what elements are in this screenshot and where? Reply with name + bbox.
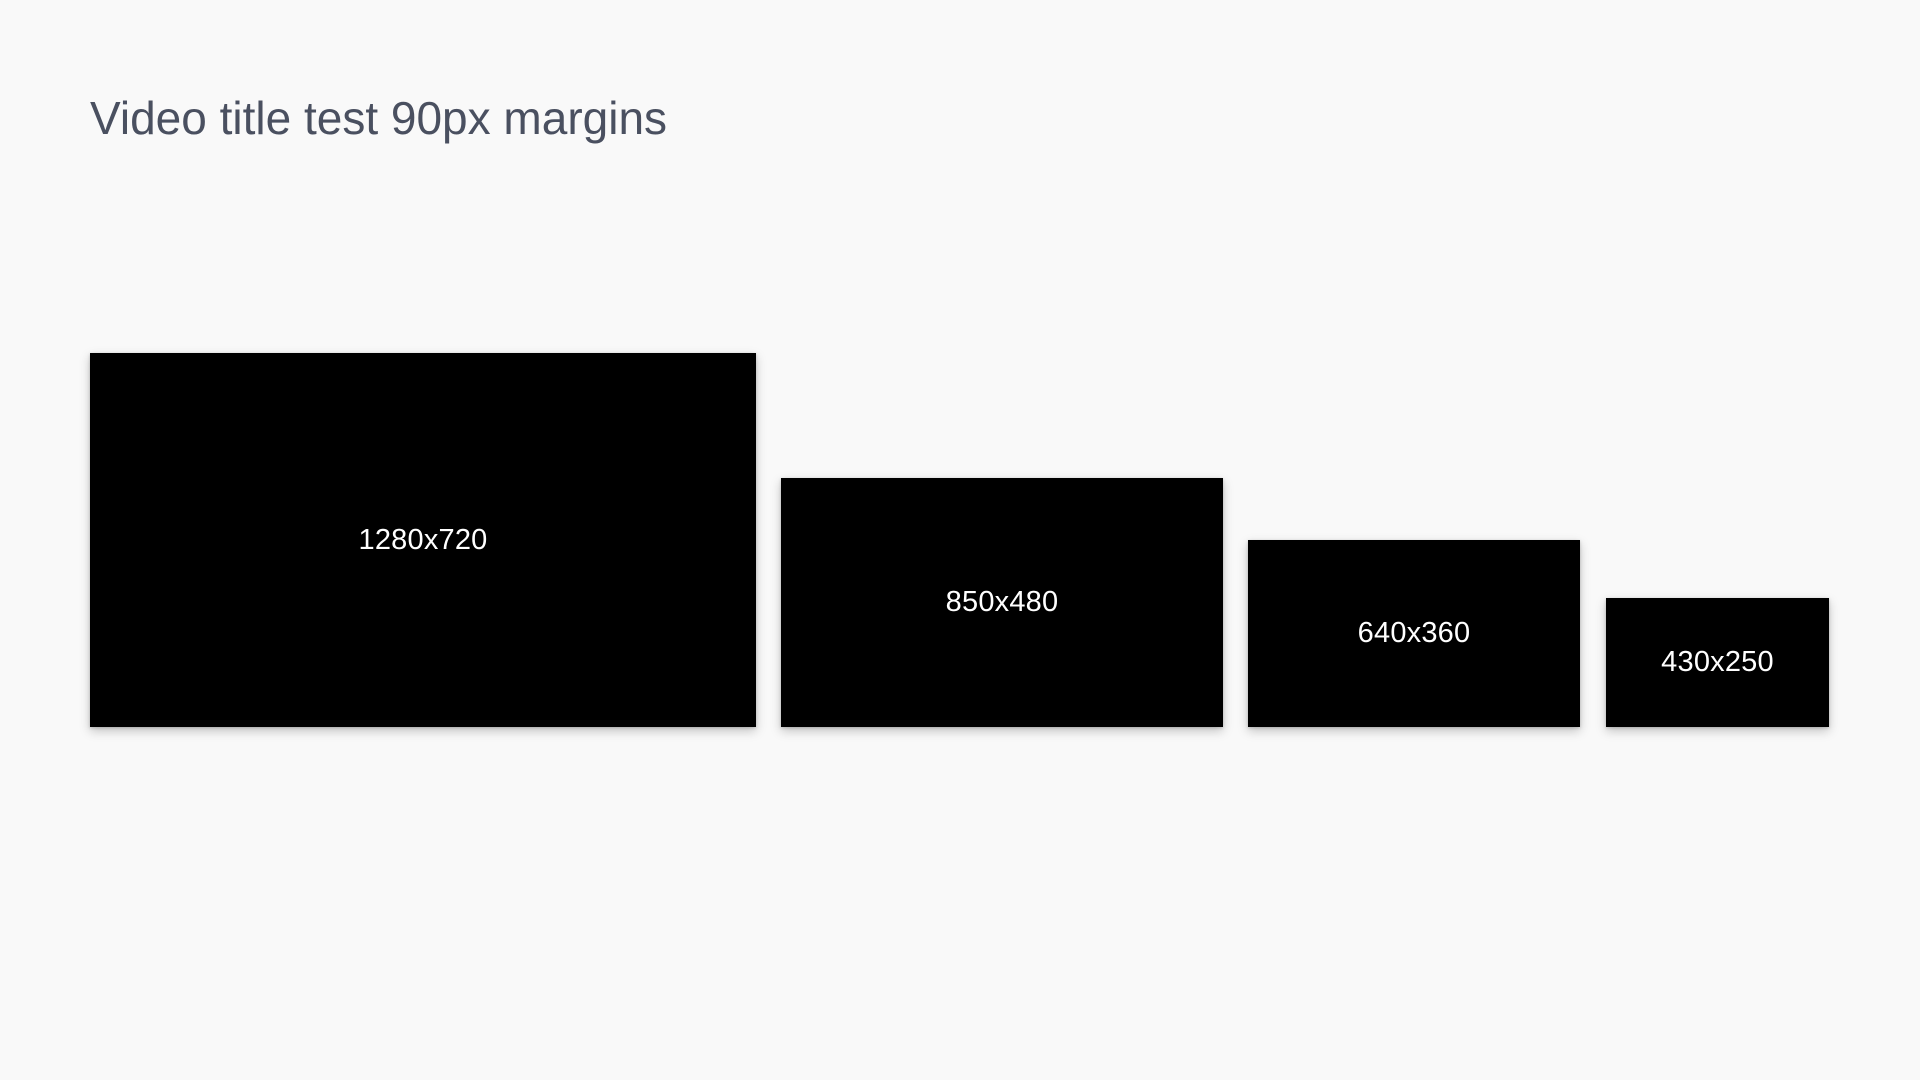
- video-size-label: 850x480: [945, 586, 1059, 618]
- video-player-850x480[interactable]: 850x480: [781, 478, 1223, 727]
- video-player-430x250[interactable]: 430x250: [1606, 598, 1829, 727]
- video-player-1280x720[interactable]: 1280x720: [90, 353, 756, 727]
- page-title: Video title test 90px margins: [90, 92, 668, 144]
- video-size-label: 430x250: [1661, 646, 1774, 678]
- video-size-label: 1280x720: [358, 523, 488, 556]
- video-size-label: 640x360: [1357, 617, 1471, 649]
- video-player-640x360[interactable]: 640x360: [1248, 540, 1580, 727]
